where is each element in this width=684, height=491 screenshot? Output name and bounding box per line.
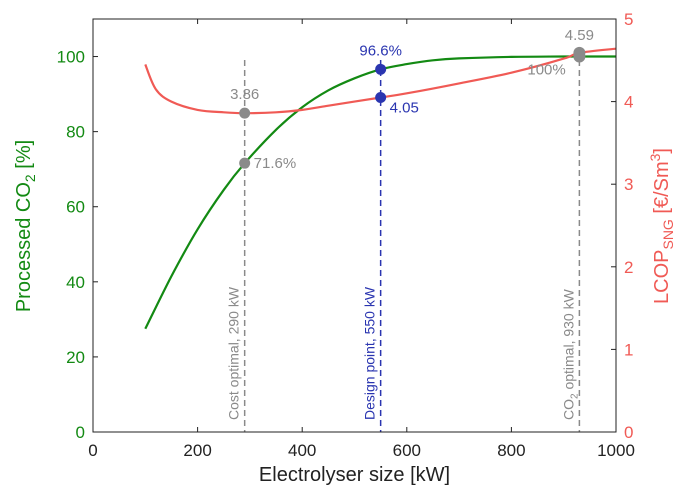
y-left-label-suffix: [%] bbox=[13, 140, 35, 174]
y-right-label-main: LCOP bbox=[651, 250, 673, 304]
y-left-label-main: Processed CO bbox=[13, 182, 35, 312]
y-right-tick-label: 4 bbox=[624, 93, 633, 112]
marker-3 bbox=[375, 91, 387, 103]
y-right-label-sup: 3 bbox=[647, 153, 663, 161]
y-right-tick-label: 3 bbox=[624, 175, 633, 194]
x-axis-label: Electrolyser size [kW] bbox=[259, 464, 450, 486]
series-line-processed-co2 bbox=[144, 55, 616, 330]
y-left-tick-label: 40 bbox=[66, 273, 85, 292]
y-left-tick-label: 80 bbox=[66, 123, 85, 142]
y-right-label-end: ] bbox=[651, 148, 673, 154]
x-tick-label: 1000 bbox=[597, 441, 635, 460]
y-left-tick-label: 0 bbox=[76, 423, 85, 442]
marker-5 bbox=[573, 50, 586, 63]
x-tick-label: 0 bbox=[88, 441, 97, 460]
annotation-label-5: 100% bbox=[527, 62, 565, 79]
y-axis-right-label: LCOPSNG [€/Sm3] bbox=[647, 148, 676, 304]
y-right-tick-label: 0 bbox=[624, 423, 633, 442]
vline-label-2: CO2 optimal, 930 kW bbox=[560, 288, 580, 420]
y-left-tick-label: 100 bbox=[57, 48, 85, 67]
annotation-label-3: 4.05 bbox=[390, 99, 419, 116]
annotation-label-1: 71.6% bbox=[254, 155, 297, 172]
plot-frame bbox=[92, 18, 617, 433]
annotation-label-0: 3.86 bbox=[230, 86, 259, 103]
vline-label-0: Cost optimal, 290 kW bbox=[226, 286, 242, 420]
vertical-guides bbox=[243, 60, 581, 432]
x-tick-label: 800 bbox=[497, 441, 525, 460]
series-line-lcop bbox=[144, 47, 617, 115]
annotation-label-4: 4.59 bbox=[565, 27, 594, 44]
y-right-label-sub: SNG bbox=[660, 219, 676, 249]
y-right-tick-label: 1 bbox=[624, 340, 633, 359]
y-left-tick-label: 20 bbox=[66, 348, 85, 367]
marker-2 bbox=[375, 63, 387, 75]
x-tick-label: 400 bbox=[288, 441, 316, 460]
y-axis-left-label: Processed CO2 [%] bbox=[13, 140, 38, 312]
marker-0 bbox=[239, 107, 251, 119]
y-right-tick-label: 5 bbox=[624, 10, 633, 29]
markers bbox=[239, 46, 586, 169]
series-curves bbox=[144, 47, 617, 330]
annotation-label-2: 96.6% bbox=[359, 42, 402, 59]
vline-label-sub: 2 bbox=[569, 393, 580, 399]
annotation-labels: Cost optimal, 290 kW Design point, 550 kW… bbox=[226, 27, 594, 420]
y-left-tick-label: 60 bbox=[66, 198, 85, 217]
y-left-label-sub: 2 bbox=[22, 174, 38, 182]
y-right-tick-label: 2 bbox=[624, 258, 633, 277]
marker-1 bbox=[239, 157, 251, 169]
vline-label-post: optimal, 930 kW bbox=[560, 288, 576, 393]
x-tick-label: 200 bbox=[183, 441, 211, 460]
vline-label-1: Design point, 550 kW bbox=[362, 286, 378, 420]
vline-label-pre: CO bbox=[560, 399, 576, 420]
y-right-label-mid: [€/Sm bbox=[651, 161, 673, 219]
x-tick-label: 600 bbox=[393, 441, 421, 460]
